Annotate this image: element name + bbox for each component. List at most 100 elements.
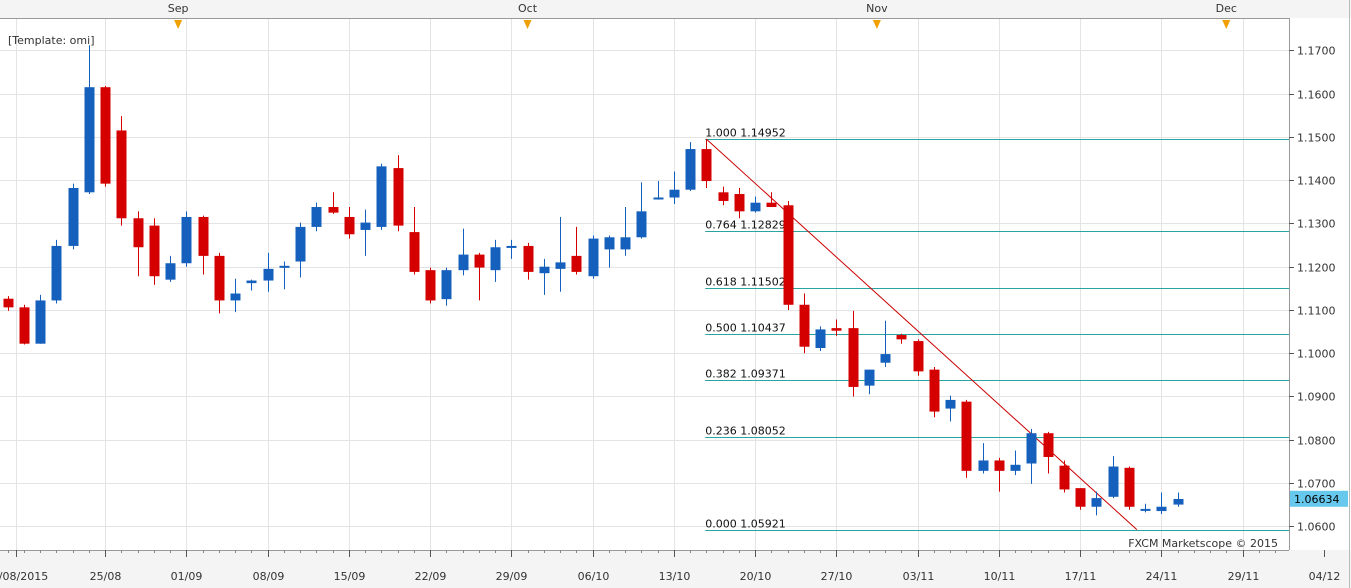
candle-body bbox=[328, 207, 339, 213]
y-tick-label: 1.1100 bbox=[1297, 305, 1336, 318]
candle-body bbox=[831, 328, 842, 331]
candle bbox=[636, 182, 647, 239]
candle bbox=[181, 211, 192, 267]
y-tick-label: 1.1400 bbox=[1297, 175, 1336, 188]
candle bbox=[51, 239, 62, 304]
y-tick-label: 1.1500 bbox=[1297, 132, 1336, 145]
candle-body bbox=[734, 194, 745, 212]
candle-body bbox=[458, 254, 469, 271]
y-tick-label: 1.0800 bbox=[1297, 435, 1336, 448]
x-tick-label: 04/12 bbox=[1309, 570, 1341, 583]
candle-body bbox=[1108, 466, 1119, 497]
candle-body bbox=[344, 216, 355, 235]
candlesticks bbox=[3, 45, 1184, 516]
candle-body bbox=[441, 270, 452, 300]
x-tick-label: 17/08/2015 bbox=[0, 570, 48, 583]
fib-trendline[interactable] bbox=[705, 138, 1138, 530]
candle bbox=[1173, 492, 1184, 507]
candle-body bbox=[1010, 464, 1021, 471]
candle-body bbox=[783, 205, 794, 305]
x-tick-label: 13/10 bbox=[659, 570, 691, 583]
candle bbox=[474, 252, 485, 301]
candle bbox=[1140, 503, 1151, 513]
candle-body bbox=[701, 149, 712, 182]
candle bbox=[230, 278, 241, 313]
candle bbox=[100, 85, 111, 187]
candle bbox=[116, 116, 127, 226]
candle-body bbox=[1043, 433, 1054, 458]
candle-body bbox=[230, 293, 241, 301]
x-tick-label: 17/11 bbox=[1065, 570, 1097, 583]
candle bbox=[1075, 488, 1086, 510]
candle-body bbox=[214, 255, 225, 301]
month-marker-icon bbox=[174, 20, 183, 29]
fib-level-label: 0.000 1.05921 bbox=[705, 518, 785, 531]
candle bbox=[393, 155, 404, 232]
candle bbox=[701, 139, 712, 188]
month-label: Oct bbox=[518, 2, 538, 15]
candle-body bbox=[636, 211, 647, 238]
month-header bbox=[0, 0, 1351, 18]
candle-body bbox=[425, 270, 436, 301]
candle-body bbox=[51, 245, 62, 301]
fib-level-label: 0.764 1.12829 bbox=[705, 219, 785, 232]
candle bbox=[718, 186, 729, 206]
x-tick-label: 10/11 bbox=[984, 570, 1016, 583]
candle bbox=[848, 310, 859, 397]
y-tick-label: 1.0900 bbox=[1297, 391, 1336, 404]
x-tick-label: 03/11 bbox=[903, 570, 935, 583]
candle bbox=[880, 320, 891, 368]
current-price-label: 1.06634 bbox=[1294, 493, 1340, 506]
candle bbox=[84, 45, 95, 195]
candle-body bbox=[3, 298, 14, 308]
candle bbox=[1124, 466, 1135, 510]
candle bbox=[1156, 492, 1167, 515]
candle-body bbox=[133, 218, 144, 248]
candle bbox=[3, 296, 14, 311]
candle bbox=[653, 181, 664, 200]
month-label: Sep bbox=[168, 2, 189, 15]
candle bbox=[68, 183, 79, 250]
candle bbox=[311, 202, 322, 232]
candle-body bbox=[84, 87, 95, 193]
fib-level-label: 1.000 1.14952 bbox=[705, 127, 785, 140]
candle bbox=[896, 333, 907, 344]
fib-level-label: 0.618 1.11502 bbox=[705, 276, 785, 289]
candle bbox=[328, 192, 339, 214]
candle-body bbox=[750, 202, 761, 212]
candle-body bbox=[116, 130, 127, 219]
month-marker-icon bbox=[872, 20, 881, 29]
candle-body bbox=[506, 245, 517, 248]
candle bbox=[19, 304, 30, 345]
candle-body bbox=[669, 189, 680, 198]
candle-body bbox=[880, 354, 891, 363]
candle bbox=[458, 228, 469, 276]
x-tick-label: 29/11 bbox=[1228, 570, 1260, 583]
candle bbox=[1043, 431, 1054, 474]
fibonacci-retracement[interactable]: 1.000 1.14952 0.764 1.12829 0.618 1.11502 0… bbox=[705, 127, 1289, 531]
candle bbox=[490, 239, 501, 282]
candle-body bbox=[311, 207, 322, 227]
candle bbox=[1059, 460, 1070, 493]
y-tick-label: 1.0600 bbox=[1297, 521, 1336, 534]
fib-level-label: 0.236 1.08052 bbox=[705, 425, 785, 438]
candle-body bbox=[571, 255, 582, 272]
candle-body bbox=[1140, 508, 1151, 511]
candle bbox=[1010, 450, 1021, 476]
fib-level-label: 0.500 1.10437 bbox=[705, 322, 785, 335]
candle-body bbox=[360, 222, 371, 230]
candle bbox=[750, 196, 761, 213]
x-tick-label: 29/09 bbox=[496, 570, 528, 583]
candle bbox=[929, 367, 940, 418]
candle-body bbox=[1124, 467, 1135, 507]
candle bbox=[864, 369, 875, 395]
candle bbox=[978, 443, 989, 474]
candle-body bbox=[181, 216, 192, 264]
candle bbox=[945, 395, 956, 422]
candle bbox=[165, 255, 176, 282]
candle bbox=[588, 235, 599, 279]
candle-body bbox=[994, 460, 1005, 471]
candle bbox=[913, 339, 924, 376]
candle-body bbox=[685, 149, 696, 190]
